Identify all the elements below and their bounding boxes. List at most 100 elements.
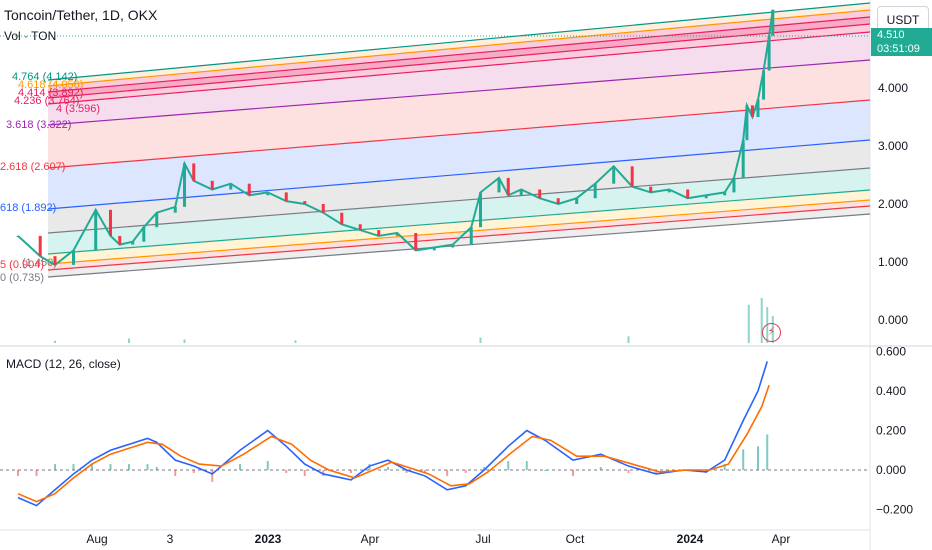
candle — [750, 105, 754, 117]
fib-band — [48, 140, 870, 233]
candle — [630, 166, 634, 187]
volume-bar — [183, 339, 186, 343]
price-value: 4.510 — [877, 29, 905, 41]
macd-histogram-bar — [155, 467, 158, 470]
macd-histogram-bar — [424, 470, 426, 473]
candle — [741, 140, 745, 178]
volume-bar — [128, 338, 130, 343]
fib-level-line — [47, 16, 871, 93]
macd-histogram-bar — [211, 470, 214, 482]
time-tick-label: 3 — [167, 532, 174, 546]
candle — [284, 192, 288, 202]
macd-histogram-bar — [405, 470, 408, 473]
candle — [575, 198, 579, 204]
candle — [686, 189, 690, 199]
time-tick-label: 2023 — [255, 532, 282, 546]
macd-histogram-bar — [544, 470, 547, 471]
fib-band — [48, 100, 870, 209]
macd-histogram-bar — [387, 467, 389, 470]
candle — [506, 177, 510, 196]
macd-histogram-bar — [627, 470, 630, 473]
candle — [732, 177, 736, 193]
macd-tick-label: 0.200 — [876, 424, 906, 438]
candle — [377, 230, 381, 236]
candle — [247, 183, 251, 196]
macd-histogram-bar — [146, 464, 149, 470]
fib-band — [48, 3, 870, 86]
candle — [142, 227, 146, 242]
macd-histogram-bar — [128, 464, 130, 470]
fib-level-line — [47, 199, 871, 265]
fib-label: 4.236 (3.764) — [14, 95, 79, 107]
fib-label: 3.618 (3.322) — [6, 119, 71, 131]
price-tick-label: 0.000 — [878, 313, 908, 327]
macd-histogram-bar — [723, 464, 726, 470]
fib-label: 5 (0.904) — [0, 259, 44, 271]
candle — [451, 244, 455, 248]
price-timer: 03:51:09 — [877, 43, 920, 55]
macd-histogram-bar — [757, 446, 759, 470]
macd-tick-label: 0.400 — [876, 384, 906, 398]
candle — [395, 233, 399, 236]
candle — [519, 189, 523, 196]
fib-band — [48, 32, 870, 125]
fib-level-line — [47, 9, 871, 87]
volume-bar — [54, 340, 56, 343]
time-tick-label: Aug — [86, 532, 107, 546]
macd-histogram-bar — [192, 470, 195, 473]
candle — [667, 189, 671, 193]
candle — [266, 192, 270, 196]
macd-histogram-bar — [91, 464, 93, 470]
candle — [593, 183, 597, 199]
candle — [538, 189, 542, 199]
volume-bar — [747, 304, 750, 343]
macd-tick-label: 0.600 — [876, 345, 906, 359]
macd-histogram-bar — [35, 470, 38, 476]
macd-label: MACD (12, 26, close) — [6, 357, 121, 371]
macd-histogram-bar — [350, 470, 352, 473]
fib-label: 4 (3.596) — [56, 103, 100, 115]
candle — [358, 224, 362, 231]
candle — [745, 105, 749, 141]
price-tick-label: 2.000 — [878, 197, 908, 211]
macd-histogram-bar — [303, 470, 306, 476]
fib-level-line — [47, 213, 871, 278]
macd-histogram-bar — [507, 461, 510, 470]
candle — [94, 209, 98, 251]
candle — [229, 183, 233, 190]
candle — [321, 204, 325, 213]
time-tick-label: Jul — [475, 532, 490, 546]
fib-band — [48, 190, 870, 264]
macd-histogram-bar — [17, 470, 19, 476]
volume-bar — [479, 337, 482, 343]
fib-band — [48, 60, 870, 168]
time-tick-label: Apr — [361, 532, 380, 546]
chart-title: Toncoin/Tether, 1D, OKX — [4, 7, 158, 23]
fib-band — [48, 10, 870, 92]
macd-histogram-bar — [239, 464, 241, 470]
fib-level-line — [47, 31, 871, 105]
fib-band — [48, 17, 870, 98]
candle — [192, 163, 196, 181]
candle — [432, 247, 436, 251]
time-tick-label: Oct — [566, 532, 585, 546]
fib-label: 0 (0.735) — [0, 272, 44, 284]
candle — [649, 186, 653, 193]
candle — [497, 177, 501, 193]
candle — [38, 235, 42, 257]
macd-histogram-bar — [483, 467, 486, 470]
candle — [183, 163, 186, 207]
fib-band — [48, 200, 870, 270]
fib-band — [48, 24, 870, 104]
candle — [756, 99, 760, 117]
macd-histogram-bar — [572, 470, 574, 476]
candle — [131, 241, 135, 245]
price-tick-label: 3.000 — [878, 139, 908, 153]
lightning-icon[interactable]: ⚡ — [762, 323, 781, 342]
macd-histogram-bar — [464, 470, 467, 473]
fib-level-line — [47, 99, 871, 169]
candle — [723, 192, 727, 196]
fib-label: 2.618 (2.607) — [0, 161, 65, 173]
fib-label: 4.618 (4.056) — [18, 79, 83, 91]
